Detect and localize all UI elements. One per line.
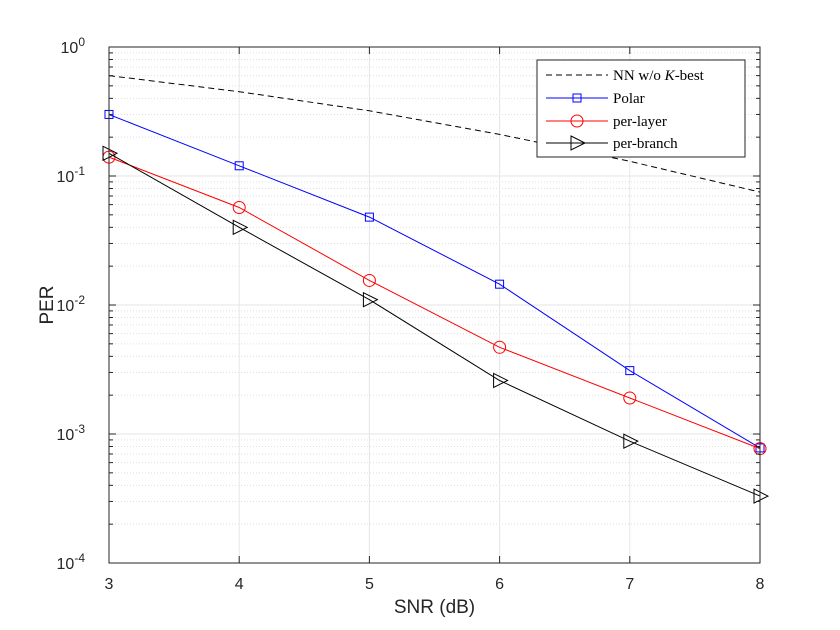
y-tick-label: 10-1 [57,164,86,186]
data-point-per-layer [232,200,246,214]
x-tick-label: 5 [365,576,374,593]
data-point-per-branch [362,291,379,308]
data-point-per-branch [232,219,249,236]
y-tick-label: 10-3 [57,422,86,444]
legend-marker-polar [572,93,582,103]
data-point-polar [234,161,244,171]
x-tick-label: 3 [105,576,114,593]
y-tick-label: 10-2 [57,293,86,315]
x-tick-label: 7 [625,576,634,593]
y-tick-label: 100 [61,35,86,57]
x-tick-label: 6 [495,576,504,593]
data-point-per-layer [493,340,507,354]
data-point-per-branch [623,433,639,449]
legend-label-per-branch: per-branch [613,136,678,152]
data-point-per-branch [753,488,770,504]
y-axis-label: PER [37,285,58,324]
series-line-3 [108,152,761,497]
legend-label-per-layer: per-layer [613,114,667,130]
x-tick-label: 8 [756,576,765,593]
legend-box [536,59,746,158]
data-point-per-branch [102,145,119,162]
legend-marker-per-branch [570,135,587,151]
legend-label-polar: Polar [613,91,645,107]
series-line-0 [108,75,761,193]
legend-label-nn: NN w/o K-best [613,68,705,84]
x-tick-label: 4 [235,576,244,593]
legend-marker-per-layer [570,114,584,128]
axis-ticks: 3 4 5 6 7 8 10-4 10-3 10-2 10-1 100 [57,35,765,593]
data-point-per-layer [362,273,376,287]
data-point-per-branch [493,372,509,389]
data-point-per-layer [623,391,637,405]
series-line-2 [108,156,761,450]
legend: NN w/o K-best Polar per-layer per-branch [536,59,746,158]
data-point-polar [364,212,374,222]
series-line-1 [108,114,761,449]
data-point-polar [625,366,635,376]
y-tick-label: 10-4 [57,551,86,573]
x-axis-label: SNR (dB) [394,597,475,618]
data-point-polar [495,279,505,289]
